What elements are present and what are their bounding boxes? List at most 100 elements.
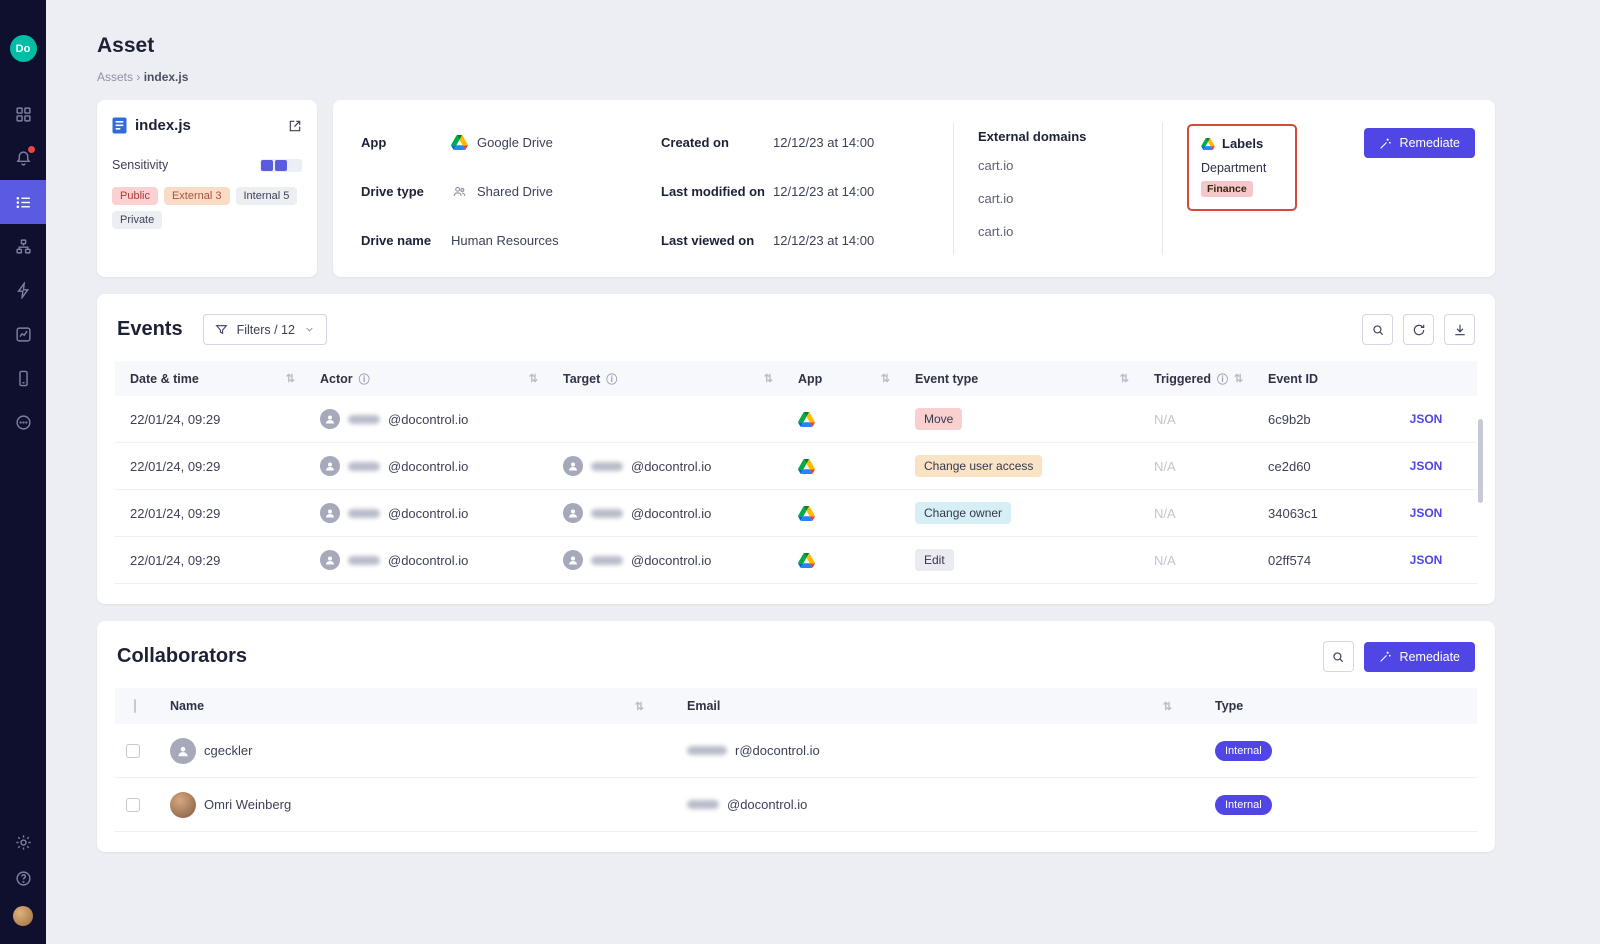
sidebar-item-dashboard[interactable] — [0, 92, 46, 136]
collaborators-title: Collaborators — [117, 645, 248, 667]
events-search-button[interactable] — [1362, 314, 1393, 345]
row-checkbox[interactable] — [126, 743, 140, 758]
info-icon[interactable]: ⓘ — [358, 373, 370, 386]
table-row[interactable]: 22/01/24, 09:29 @docontrol.io @docontrol… — [115, 443, 1477, 490]
json-link[interactable]: JSON — [1409, 506, 1443, 520]
table-scrollbar[interactable] — [1478, 419, 1483, 503]
avatar — [170, 791, 196, 818]
column-event-type[interactable]: Event type ⇅ — [915, 371, 1129, 386]
redacted-text — [687, 746, 727, 755]
row-checkbox[interactable] — [126, 797, 140, 812]
json-link[interactable]: JSON — [1409, 459, 1443, 473]
help-icon — [15, 870, 32, 887]
events-table-header: Date & time ⇅ Actor ⓘ ⇅ Target ⓘ ⇅ App ⇅ Event… — [115, 361, 1477, 396]
redacted-text — [591, 461, 623, 471]
sidebar-item-alerts[interactable] — [0, 136, 46, 180]
sidebar-item-workflows[interactable] — [0, 224, 46, 268]
sort-icon[interactable]: ⇅ — [880, 373, 890, 385]
list-item[interactable]: cgeckler r@docontrol.io Internal — [115, 724, 1477, 778]
sort-icon[interactable]: ⇅ — [285, 373, 295, 385]
select-all-checkbox[interactable] — [134, 699, 136, 713]
sidebar-item-assets[interactable] — [0, 180, 46, 224]
sidebar-item-more[interactable] — [0, 400, 46, 444]
file-icon — [112, 117, 127, 134]
table-row[interactable]: 22/01/24, 09:29 @docontrol.io Move N/A 6… — [115, 396, 1477, 443]
table-row[interactable]: 22/01/24, 09:29 @docontrol.io @docontrol… — [115, 537, 1477, 584]
tag-internal: Internal 5 — [235, 187, 298, 205]
sort-icon[interactable]: ⇅ — [634, 700, 644, 713]
google-drive-icon — [798, 505, 815, 521]
events-refresh-button[interactable] — [1403, 314, 1434, 345]
list-item[interactable]: Omri Weinberg @docontrol.io Internal — [115, 778, 1477, 832]
column-app[interactable]: App ⇅ — [798, 371, 890, 386]
event-id: 34063c1 — [1268, 505, 1318, 521]
sensitivity-indicator — [260, 158, 302, 172]
redacted-text — [348, 461, 380, 471]
column-event-id[interactable]: Event ID — [1268, 371, 1319, 386]
event-type-badge: Edit — [915, 549, 954, 571]
table-row[interactable]: 22/01/24, 09:29 @docontrol.io @docontrol… — [115, 490, 1477, 537]
event-triggered: N/A — [1154, 505, 1176, 521]
asset-file-name: index.js — [135, 117, 191, 134]
docontrol-logo[interactable]: Do — [9, 35, 37, 62]
sort-icon[interactable]: ⇅ — [528, 373, 538, 385]
sort-icon[interactable]: ⇅ — [1162, 700, 1172, 713]
download-icon — [1454, 324, 1465, 335]
more-circle-icon — [15, 414, 32, 431]
column-name[interactable]: Name ⇅ — [170, 699, 644, 713]
collaborator-email: @docontrol.io — [672, 797, 1200, 812]
device-icon — [15, 370, 32, 387]
redacted-text — [348, 508, 380, 518]
google-drive-icon — [798, 552, 815, 568]
avatar — [320, 503, 340, 523]
redacted-text — [348, 555, 380, 565]
collaborators-remediate-button[interactable]: Remediate — [1363, 641, 1475, 672]
asset-summary-card: index.js Sensitivity Public External 3 I… — [97, 100, 317, 277]
info-icon[interactable]: ⓘ — [606, 373, 618, 386]
sort-icon[interactable]: ⇅ — [1119, 373, 1129, 385]
avatar — [170, 737, 196, 764]
sidebar-item-integrations[interactable] — [0, 268, 46, 312]
events-table: Date & time ⇅ Actor ⓘ ⇅ Target ⓘ ⇅ App ⇅ Event… — [115, 361, 1483, 584]
breadcrumb-parent[interactable]: Assets — [97, 70, 134, 84]
search-icon — [1372, 324, 1383, 335]
event-date: 22/01/24, 09:29 — [130, 505, 221, 521]
events-filters-button[interactable]: Filters / 12 — [202, 314, 327, 345]
event-app — [783, 411, 900, 427]
event-triggered: N/A — [1154, 552, 1176, 568]
remediate-button[interactable]: Remediate — [1363, 128, 1475, 158]
last-viewed-label: Last viewed on — [661, 233, 755, 248]
column-type: Type — [1215, 699, 1244, 713]
sort-icon[interactable]: ⇅ — [1233, 373, 1244, 385]
avatar — [320, 550, 340, 570]
user-avatar[interactable] — [13, 906, 33, 926]
column-email[interactable]: Email ⇅ — [687, 699, 1172, 713]
open-external-icon[interactable] — [288, 119, 302, 133]
json-link[interactable]: JSON — [1409, 553, 1443, 567]
json-link[interactable]: JSON — [1409, 412, 1443, 426]
created-on-value: 12/12/23 at 14:00 — [773, 135, 875, 150]
info-icon[interactable]: ⓘ — [1216, 373, 1228, 386]
external-domain: cart.io — [978, 191, 1014, 206]
google-drive-icon — [798, 411, 815, 427]
event-target: @docontrol.io — [548, 503, 783, 523]
wand-icon — [1379, 137, 1392, 150]
sort-icon[interactable]: ⇅ — [763, 373, 773, 385]
event-type-badge: Change user access — [915, 455, 1043, 477]
type-badge: Internal — [1215, 740, 1272, 761]
events-download-button[interactable] — [1444, 314, 1475, 345]
sidebar-item-settings[interactable] — [0, 824, 46, 860]
sidebar-item-devices[interactable] — [0, 356, 46, 400]
column-date[interactable]: Date & time ⇅ — [130, 371, 295, 386]
event-app — [783, 458, 900, 474]
type-badge: Internal — [1215, 794, 1272, 815]
column-triggered[interactable]: Triggered ⓘ ⇅ — [1154, 371, 1244, 386]
event-target: @docontrol.io — [548, 550, 783, 570]
breadcrumb-current: index.js — [143, 70, 189, 84]
column-actor[interactable]: Actor ⓘ ⇅ — [320, 371, 538, 386]
collaborators-search-button[interactable] — [1322, 641, 1354, 672]
tag-private: Private — [112, 211, 163, 229]
sidebar-item-analytics[interactable] — [0, 312, 46, 356]
column-target[interactable]: Target ⓘ ⇅ — [563, 371, 773, 386]
sidebar-item-help[interactable] — [0, 860, 46, 896]
